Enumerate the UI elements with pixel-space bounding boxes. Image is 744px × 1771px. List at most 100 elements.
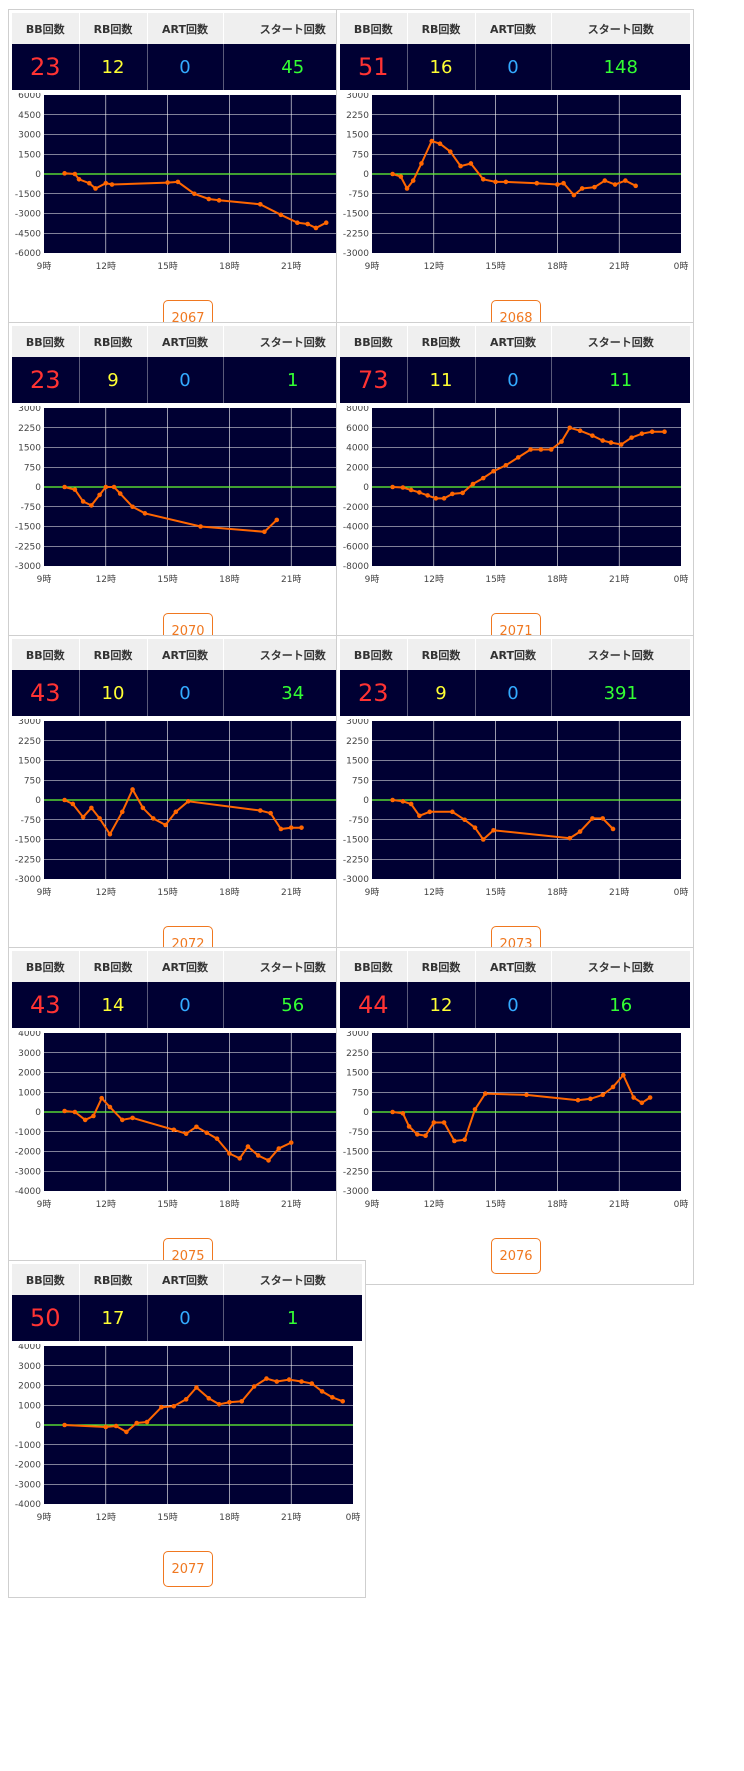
y-tick-label: -1500 (343, 210, 369, 220)
x-tick-label: 12時 (424, 1199, 444, 1210)
x-tick-label: 12時 (96, 1199, 116, 1210)
data-point (72, 487, 78, 492)
header-rb: RB回数 (407, 326, 476, 357)
data-point (255, 1153, 261, 1158)
data-point (319, 1389, 325, 1394)
y-tick-label: 4000 (346, 444, 369, 454)
data-point (417, 813, 422, 819)
data-point (91, 1113, 96, 1119)
data-point (472, 825, 478, 830)
y-tick-label: -750 (349, 816, 370, 826)
y-tick-label: -4000 (15, 1500, 41, 1510)
balance-line (392, 426, 665, 500)
data-point (629, 435, 634, 440)
machine-card: BB回数 RB回数 ART回数 スタート回数 44 12 0 16 3000 2250 1500 75… (336, 947, 694, 1285)
y-tick-label: 0 (35, 1421, 41, 1431)
y-tick-label: 2250 (18, 737, 41, 747)
data-point (330, 1395, 335, 1400)
balance-chart: 3000 2250 1500 750 0 -750 -1500 -2250 -3000 9時 12時… (15, 719, 361, 898)
y-tick-label: 2000 (18, 1069, 41, 1079)
y-tick-label: -2250 (15, 542, 41, 552)
data-point (111, 484, 117, 490)
data-point (239, 1399, 245, 1404)
bb-count: 43 (12, 670, 80, 716)
art-count: 0 (475, 670, 552, 716)
data-point (227, 1151, 232, 1156)
y-tick-label: -3000 (343, 875, 369, 885)
y-tick-label: 2250 (346, 1049, 369, 1059)
y-tick-label: -750 (349, 190, 370, 200)
x-tick-label: 15時 (157, 574, 177, 585)
data-point (450, 491, 455, 497)
data-point (398, 174, 404, 179)
data-point (419, 161, 424, 166)
data-point (80, 814, 86, 820)
data-point (268, 810, 273, 816)
data-point (103, 1424, 109, 1430)
data-point (592, 184, 597, 190)
y-tick-label: 2000 (18, 1382, 41, 1392)
y-tick-label: -3000 (15, 875, 41, 885)
data-point (72, 171, 78, 177)
header-start: スタート回数 (551, 326, 690, 357)
machine-card: BB回数 RB回数 ART回数 スタート回数 23 9 0 1 3000 2250 1500 750 0… (8, 322, 366, 660)
data-point (89, 503, 94, 508)
y-tick-label: -3000 (343, 1187, 369, 1197)
data-point (107, 831, 113, 837)
data-point (503, 462, 509, 468)
x-tick-label: 9時 (365, 574, 380, 585)
art-count: 0 (475, 44, 552, 90)
balance-chart: 6000 4500 3000 1500 0 -1500 -3000 -4500 -6000 9時 1… (15, 93, 361, 272)
y-tick-label: -3000 (15, 1480, 41, 1490)
y-tick-label: 2250 (346, 111, 369, 121)
data-point (450, 809, 455, 815)
rb-count: 10 (79, 670, 148, 716)
header-rb: RB回数 (407, 639, 476, 670)
machine-card: BB回数 RB回数 ART回数 スタート回数 50 17 0 1 4000 3000 2000 100… (8, 1260, 366, 1598)
y-tick-label: 750 (352, 776, 369, 786)
data-point (590, 816, 595, 821)
balance-chart: 4000 3000 2000 1000 0 -1000 -2000 -3000 -4000 9時 1… (15, 1344, 361, 1523)
header-rb: RB回数 (79, 639, 148, 670)
y-tick-label: 2250 (18, 424, 41, 434)
machine-number-button[interactable]: 2077 (163, 1551, 213, 1587)
x-tick-label: 15時 (157, 261, 177, 272)
x-tick-label: 15時 (157, 887, 177, 898)
stats-table: BB回数 RB回数 ART回数 スタート回数 23 9 0 391 (340, 639, 690, 716)
data-point (406, 1124, 412, 1129)
start-count: 16 (551, 982, 690, 1028)
data-point (639, 1100, 645, 1106)
data-point (130, 504, 135, 510)
header-rb: RB回数 (79, 1264, 148, 1295)
data-point (206, 1396, 212, 1401)
data-point (483, 1091, 488, 1096)
y-tick-label: 0 (363, 483, 369, 493)
data-point (175, 179, 181, 185)
machine-number-button[interactable]: 2076 (491, 1238, 541, 1274)
y-tick-label: -1500 (15, 836, 41, 846)
y-tick-label: 6000 (346, 424, 369, 434)
x-tick-label: 18時 (219, 1199, 239, 1210)
data-point (390, 484, 395, 490)
x-tick-label: 9時 (37, 887, 52, 898)
y-tick-label: 4500 (18, 111, 41, 121)
data-point (610, 1084, 616, 1090)
data-point (408, 801, 414, 807)
data-point (503, 179, 509, 185)
data-point (600, 438, 606, 443)
header-bb: BB回数 (340, 13, 408, 44)
data-point (472, 1107, 478, 1112)
data-point (429, 138, 435, 144)
x-tick-label: 0時 (674, 574, 689, 585)
data-point (299, 1379, 304, 1384)
y-tick-label: 750 (352, 150, 369, 160)
data-point (62, 1422, 67, 1428)
data-point (163, 822, 168, 828)
data-point (183, 1397, 189, 1402)
data-point (183, 1131, 189, 1137)
rb-count: 9 (79, 357, 148, 403)
data-point (258, 808, 263, 813)
data-point (491, 827, 496, 833)
data-point (214, 1136, 220, 1141)
data-point (237, 1156, 242, 1161)
